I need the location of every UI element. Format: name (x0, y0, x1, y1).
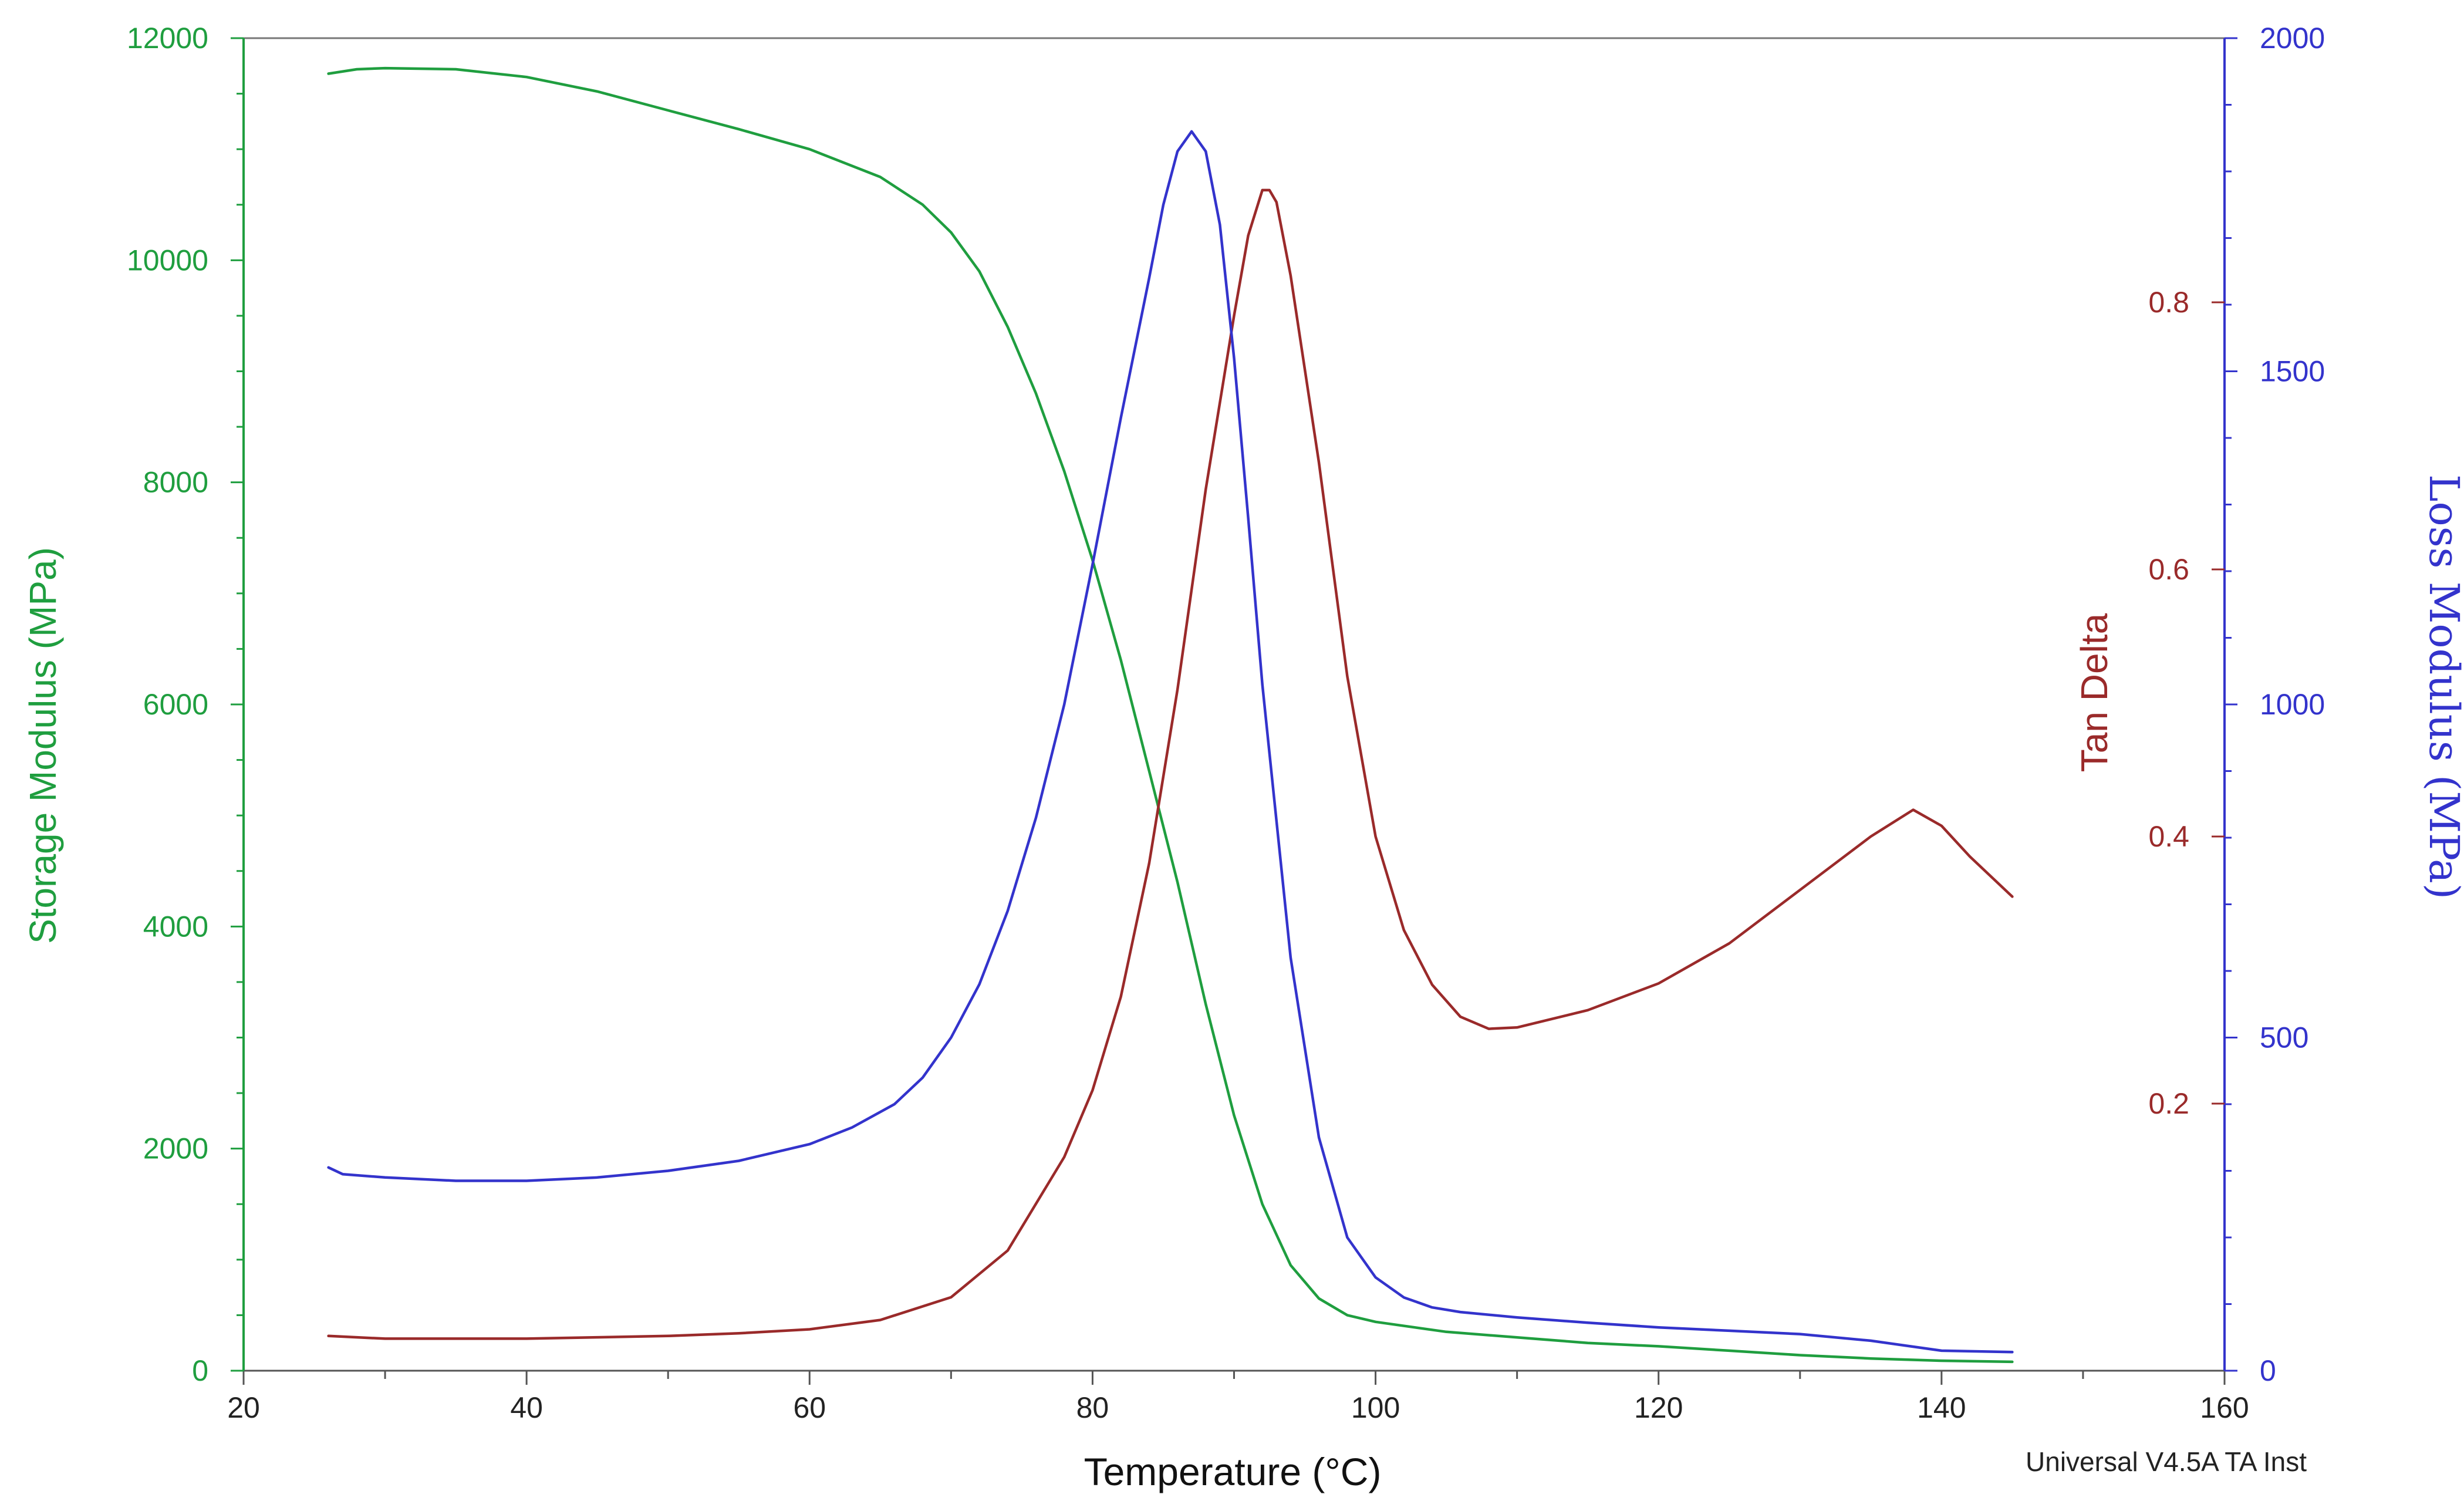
x-tick-label: 120 (1634, 1391, 1683, 1424)
loss-tick-label: 1000 (2260, 688, 2325, 721)
x-tick-label: 80 (1076, 1391, 1109, 1424)
series-layer (327, 66, 2014, 1364)
x-tick-label: 60 (793, 1391, 826, 1424)
storage-tick-label: 0 (192, 1354, 208, 1387)
tan-tick-label: 0.2 (2148, 1087, 2189, 1120)
tick-layer: 20 40 60 80 100 120 140 160 0 2000 4000 6000 8000 100… (127, 22, 2325, 1424)
x-axis-label: Temperature (°C) (1084, 1450, 1382, 1493)
x-tick-label: 40 (510, 1391, 543, 1424)
tan-axis-label: Tan Delta (2073, 613, 2115, 772)
tan-tick-label: 0.8 (2148, 286, 2189, 319)
x-tick-label: 20 (227, 1391, 260, 1424)
tan-tick-label: 0.6 (2148, 553, 2189, 586)
loss-tick-label: 2000 (2260, 22, 2325, 55)
storage-tick-label: 8000 (143, 466, 208, 499)
storage-tick-label: 12000 (127, 22, 208, 55)
x-tick-label: 100 (1351, 1391, 1400, 1424)
storage-tick-label: 4000 (143, 910, 208, 943)
loss-tick-label: 500 (2260, 1021, 2308, 1054)
storage-tick-label: 10000 (127, 244, 208, 276)
storage-tick-label: 2000 (143, 1132, 208, 1165)
storage-tick-label: 6000 (143, 688, 208, 721)
loss-axis-label: Loss Modulus (MPa) (2420, 474, 2464, 899)
loss-tick-label: 0 (2260, 1354, 2276, 1387)
loss-tick-label: 1500 (2260, 355, 2325, 388)
tan-series-line (327, 188, 2014, 1340)
storage-axis-label: Storage Modulus (MPa) (22, 547, 64, 944)
x-tick-label: 160 (2200, 1391, 2249, 1424)
x-tick-label: 140 (1917, 1391, 1966, 1424)
footer-note: Universal V4.5A TA Inst (2026, 1446, 2307, 1477)
frame-layer (242, 37, 2226, 1372)
loss-series-line (327, 130, 2014, 1354)
storage-series-line (327, 66, 2014, 1364)
tan-tick-label: 0.4 (2148, 820, 2189, 853)
